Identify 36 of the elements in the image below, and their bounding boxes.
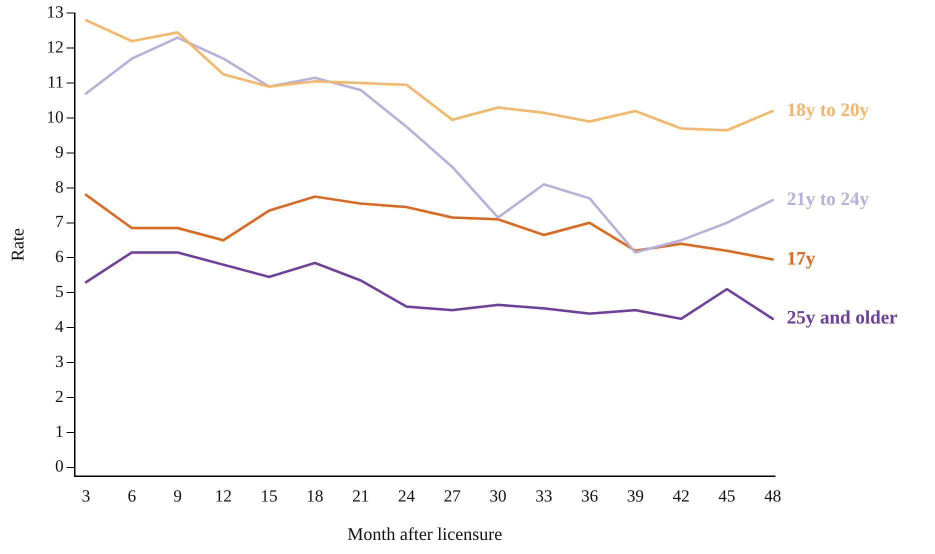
y-tick-label: 6 xyxy=(55,247,64,266)
x-tick-label: 24 xyxy=(398,486,416,506)
x-tick-label: 21 xyxy=(352,486,370,506)
x-tick-label: 9 xyxy=(173,486,182,506)
y-tick-label: 0 xyxy=(55,456,64,476)
y-tick-label: 8 xyxy=(55,177,64,196)
x-tick-label: 3 xyxy=(82,486,90,506)
x-tick-label: 45 xyxy=(718,486,736,506)
x-tick-label: 39 xyxy=(626,486,644,506)
x-tick-label: 12 xyxy=(214,486,232,506)
x-tick-label: 6 xyxy=(128,486,136,506)
series-label: 21y to 24y xyxy=(786,188,870,210)
x-tick-label: 27 xyxy=(444,486,462,506)
x-tick-label: 30 xyxy=(490,486,507,506)
y-tick-label: 7 xyxy=(55,212,64,232)
series-label: 18y to 20y xyxy=(786,100,870,121)
x-tick-label: 33 xyxy=(535,486,552,506)
y-axis-title: Rate xyxy=(8,228,28,262)
y-tick-label: 12 xyxy=(46,38,64,57)
y-tick-label: 1 xyxy=(55,422,64,441)
y-tick-label: 2 xyxy=(55,386,64,406)
series-label: 25y and older xyxy=(786,308,898,329)
x-tick-label: 36 xyxy=(581,486,598,506)
x-tick-label: 42 xyxy=(672,486,690,506)
x-tick-label: 18 xyxy=(306,486,324,506)
x-tick-label: 48 xyxy=(764,486,782,506)
y-tick-label: 4 xyxy=(55,317,64,336)
y-tick-label: 5 xyxy=(55,282,64,302)
y-tick-label: 9 xyxy=(55,142,64,162)
x-axis-title: Month after licensure xyxy=(347,524,502,544)
series-label: 17y xyxy=(786,248,816,270)
y-tick-label: 3 xyxy=(55,352,64,371)
y-tick-label: 10 xyxy=(46,107,64,126)
y-tick-label: 13 xyxy=(46,2,64,22)
y-tick-label: 11 xyxy=(47,72,64,92)
x-tick-label: 15 xyxy=(260,486,278,506)
